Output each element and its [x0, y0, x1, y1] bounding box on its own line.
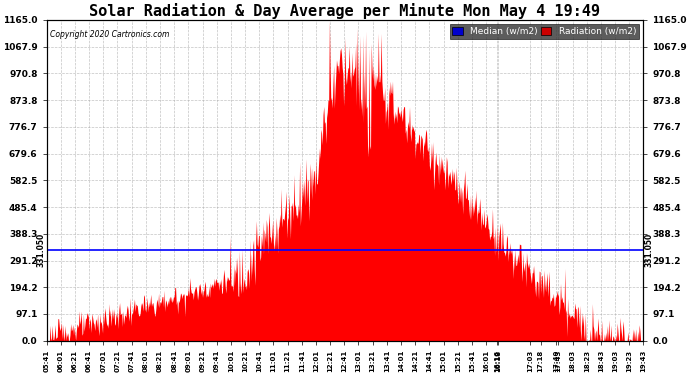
Text: Copyright 2020 Cartronics.com: Copyright 2020 Cartronics.com: [50, 30, 169, 39]
Text: 331.050: 331.050: [644, 232, 653, 267]
Legend: Median (w/m2), Radiation (w/m2): Median (w/m2), Radiation (w/m2): [450, 24, 639, 39]
Text: 331.050: 331.050: [37, 232, 46, 267]
Title: Solar Radiation & Day Average per Minute Mon May 4 19:49: Solar Radiation & Day Average per Minute…: [90, 3, 600, 19]
